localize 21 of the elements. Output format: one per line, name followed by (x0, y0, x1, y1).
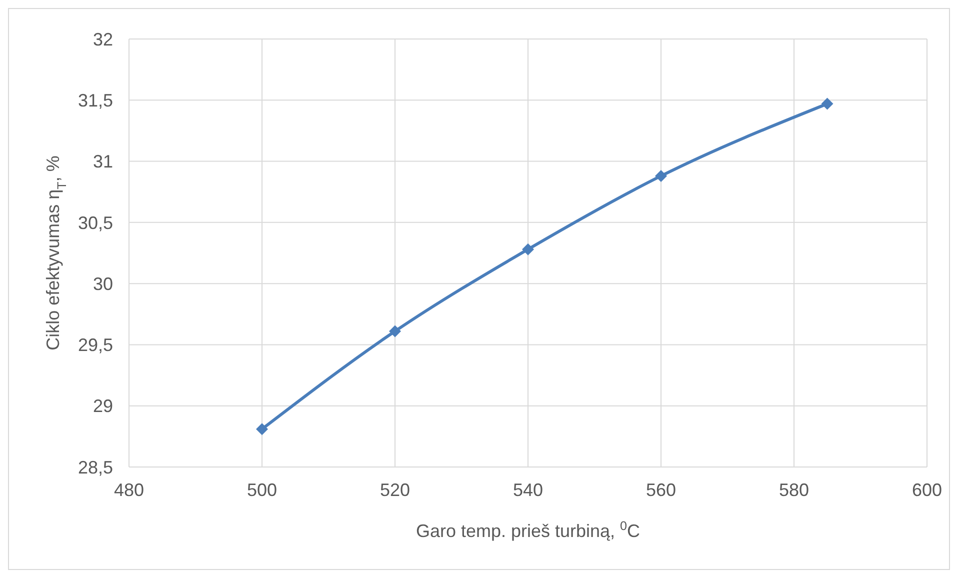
x-tick-label: 580 (778, 480, 810, 500)
x-tick-label: 540 (512, 480, 544, 500)
y-tick-label: 32 (92, 29, 113, 50)
x-tick-label: 500 (246, 480, 278, 500)
y-tick-label: 30 (92, 274, 113, 294)
y-tick-label: 31 (92, 152, 113, 172)
y-tick-label: 28,5 (78, 457, 113, 478)
point (522, 243, 534, 256)
x-axis-title: Garo temp. prieš turbiną, $^{0}$C (416, 519, 640, 541)
y-tick-label: 29,5 (78, 335, 113, 356)
x-tick-label: 520 (380, 480, 410, 500)
x-tick-label: 560 (646, 480, 676, 500)
x-tick-label: 600 (912, 480, 942, 500)
y-tick-label: 31,5 (78, 90, 113, 111)
point (389, 325, 401, 338)
point (655, 170, 667, 182)
y-tick-label: 29 (92, 396, 113, 416)
x-tick-label: 480 (114, 480, 144, 500)
point (256, 423, 268, 436)
y-tick-label: 30,5 (78, 212, 113, 233)
point (821, 98, 834, 110)
